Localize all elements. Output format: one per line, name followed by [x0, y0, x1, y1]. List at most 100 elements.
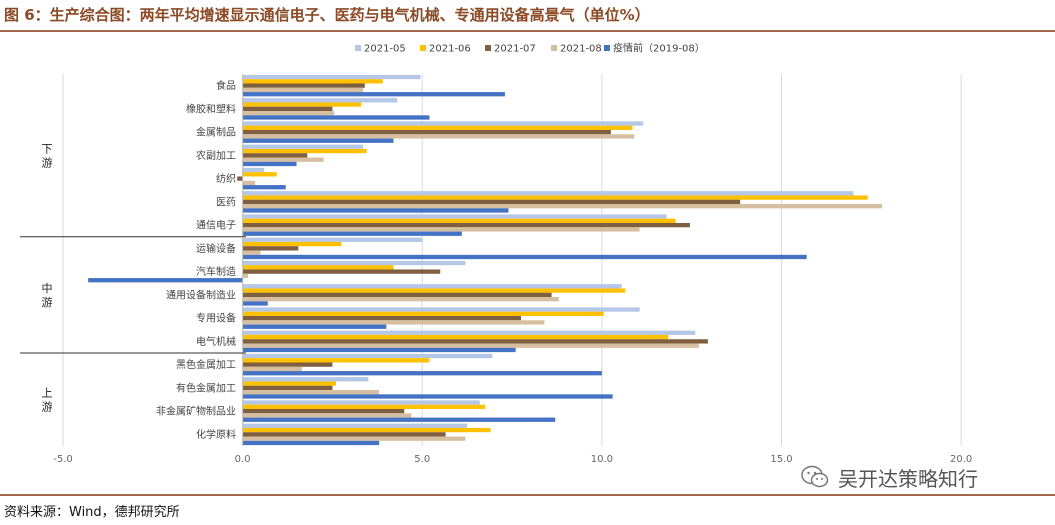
bar	[242, 167, 265, 173]
bar	[242, 301, 268, 306]
bar	[242, 185, 286, 190]
legend-label: 2021-08	[560, 44, 602, 55]
x-tick-label: 10.0	[591, 454, 613, 462]
category-label: 通用设备制造业	[166, 288, 236, 301]
bar	[242, 371, 602, 376]
bar	[242, 199, 741, 205]
bar	[242, 307, 640, 312]
bar	[242, 121, 644, 126]
legend-item-4: 疫情前（2019-08）	[604, 42, 705, 55]
watermark-text: 吴开达策略知行	[838, 466, 978, 491]
bar	[242, 358, 430, 363]
x-tick-label: 15.0	[770, 454, 792, 462]
bar	[242, 102, 362, 107]
bar	[242, 297, 559, 302]
bar	[242, 98, 398, 103]
bar	[242, 400, 480, 405]
wechat-icon	[801, 465, 829, 488]
bar	[242, 343, 699, 348]
bar	[242, 153, 308, 158]
bar	[242, 204, 883, 209]
top-divider	[0, 30, 1055, 32]
bar	[242, 172, 277, 177]
bar	[242, 148, 367, 154]
bar	[242, 324, 387, 329]
legend-swatch	[485, 45, 491, 51]
chart-legend: 2021-05 2021-06 2021-07 2021-08 疫情前（2019-08）	[355, 42, 705, 55]
bar	[237, 176, 243, 181]
bar	[242, 180, 256, 186]
bar	[242, 288, 626, 293]
legend-label: 2021-07	[494, 44, 536, 55]
legend-swatch	[551, 45, 557, 51]
bar	[242, 195, 868, 200]
category-label: 专用设备	[196, 312, 236, 325]
bar	[242, 353, 493, 359]
bar	[242, 246, 299, 251]
bar	[242, 79, 383, 84]
category-label: 非金属矿物制品业	[156, 405, 236, 418]
legend-item-1: 2021-06	[420, 44, 471, 55]
legend-item-2: 2021-07	[485, 44, 536, 55]
bar	[242, 265, 394, 270]
category-label: 汽车制造	[196, 265, 236, 278]
bar	[242, 138, 394, 143]
group-separators	[20, 236, 246, 354]
category-label: 橡胶和塑料	[186, 102, 236, 115]
group-label: 中游	[42, 282, 53, 309]
bar	[242, 292, 552, 298]
category-label: 纺织	[216, 172, 236, 185]
legend-label: 2021-05	[364, 44, 406, 55]
chart-bars	[88, 74, 883, 446]
bar	[242, 394, 613, 399]
legend-item-0: 2021-05	[355, 44, 406, 55]
category-label: 通信电子	[196, 219, 236, 232]
bar	[242, 440, 380, 446]
legend-swatch	[420, 45, 426, 51]
bar	[242, 125, 633, 130]
bar	[242, 436, 466, 441]
bar	[242, 311, 604, 316]
bar	[242, 106, 333, 112]
category-label: 有色金属加工	[176, 381, 236, 394]
bar	[242, 83, 365, 88]
bar	[242, 423, 468, 428]
legend-swatch	[355, 45, 361, 51]
category-label: 化学原料	[196, 428, 236, 441]
bar	[242, 115, 430, 120]
bar	[242, 320, 545, 325]
bar	[242, 92, 505, 97]
legend-label: 疫情前（2019-08）	[613, 42, 705, 55]
bar	[242, 334, 669, 340]
group-label: 上游	[42, 387, 53, 414]
bar	[242, 362, 333, 367]
bar	[242, 269, 441, 274]
category-label: 电气机械	[196, 335, 236, 348]
bar	[242, 347, 516, 353]
bar	[242, 237, 423, 242]
bar	[242, 208, 509, 213]
bar	[242, 222, 690, 228]
bar	[242, 381, 337, 386]
bar	[242, 273, 249, 279]
bar	[242, 241, 342, 247]
x-tick-label: 0.0	[235, 454, 251, 462]
category-label: 运输设备	[196, 242, 236, 255]
figure-title: 图 6：生产综合图：两年平均增速显示通信电子、医药与电气机械、专通用设备高景气（…	[4, 6, 650, 24]
watermark: 吴开达策略知行	[800, 462, 978, 492]
bar-chart: 2021-05 2021-06 2021-07 2021-08 疫情前（2019-08）…	[20, 42, 972, 462]
bar	[242, 377, 369, 382]
bar	[242, 231, 462, 236]
category-labels: 食品橡胶和塑料金属制品农副加工纺织医药通信电子运输设备汽车制造通用设备制造业专用…	[156, 79, 236, 441]
bar	[242, 191, 854, 196]
bar	[242, 413, 412, 418]
legend-label: 2021-06	[429, 44, 471, 55]
bar	[242, 87, 363, 93]
bar	[88, 278, 243, 283]
bar	[242, 404, 486, 409]
x-tick-label: -5.0	[53, 454, 73, 462]
category-label: 农副加工	[196, 149, 236, 162]
bar	[242, 330, 696, 335]
bottom-divider	[0, 494, 1055, 496]
